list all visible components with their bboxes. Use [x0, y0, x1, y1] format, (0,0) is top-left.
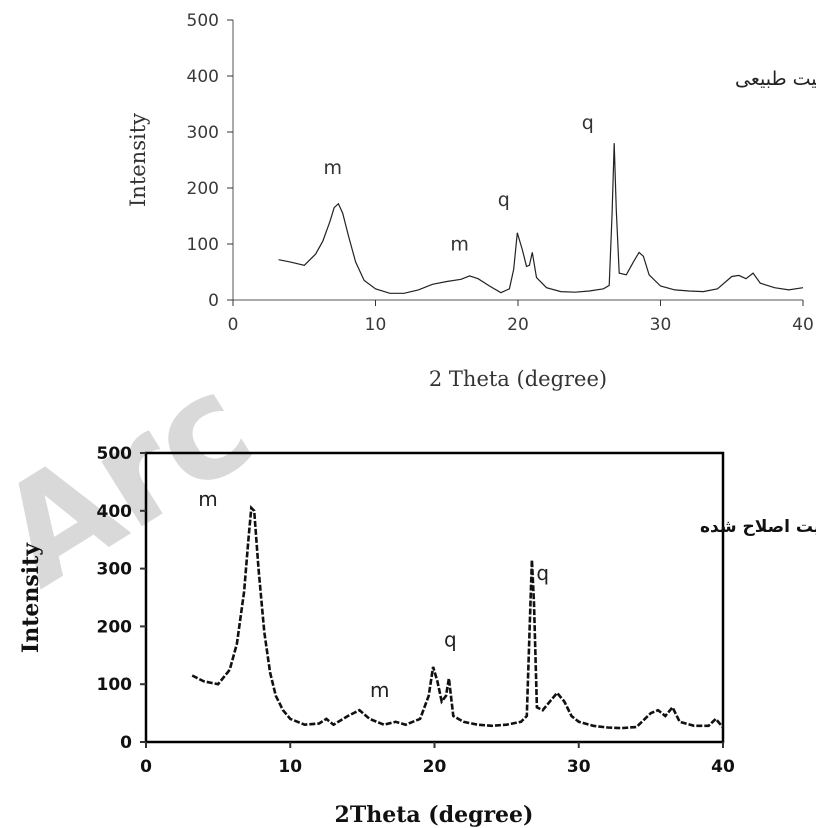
y-tick-label: 200	[187, 179, 219, 199]
sample-annotation: مونت‌موریلونیت طبیعی	[735, 68, 816, 90]
y-tick-label: 500	[187, 11, 219, 31]
y-tick-label: 100	[187, 235, 219, 255]
x-tick-label: 40	[711, 757, 735, 777]
xrd-pattern-line	[278, 143, 804, 294]
y-tick-label: 100	[97, 675, 133, 695]
x-tick-label: 10	[365, 315, 387, 335]
x-tick-label: 0	[228, 315, 239, 335]
y-tick-label: 400	[97, 502, 133, 522]
x-tick-labels: 0 10 20 30 40	[140, 757, 735, 777]
chart-modified-montmorillonite: 0 10 20 30 40 0 100 200 300 400 500 m m q q مونت‌مور…	[18, 444, 816, 828]
y-tick-labels: 0 100 200 300 400 500	[97, 444, 133, 753]
y-tick-label: 200	[97, 617, 133, 637]
x-tick-label: 0	[140, 757, 152, 777]
peak-label-q: q	[582, 112, 594, 134]
x-tick-label: 20	[423, 757, 447, 777]
x-axis-label: 2 Theta (degree)	[429, 367, 607, 391]
peak-labels: m m q q	[198, 487, 549, 702]
y-tick-label: 300	[187, 123, 219, 143]
axes	[140, 452, 724, 748]
plot-area	[233, 20, 803, 300]
peak-label-m: m	[198, 487, 217, 511]
x-tick-labels: 0 10 20 30 40	[228, 315, 814, 335]
y-tick-label: 300	[97, 560, 133, 580]
x-tick-label: 10	[278, 757, 302, 777]
y-axis-label: Intensity	[18, 542, 44, 653]
x-tick-label: 30	[650, 315, 672, 335]
y-tick-label: 400	[187, 67, 219, 87]
axes	[227, 19, 804, 306]
y-tick-labels: 0 100 200 300 400 500	[187, 11, 219, 311]
peak-label-m: m	[370, 678, 389, 702]
y-axis-label: Intensity	[126, 113, 150, 207]
peak-labels: m m q q	[323, 112, 593, 256]
x-axis-label: 2Theta (degree)	[335, 802, 534, 828]
xrd-pattern-line	[191, 505, 724, 730]
y-tick-label: 0	[120, 733, 132, 753]
y-tick-label: 500	[97, 444, 133, 464]
peak-label-q: q	[498, 189, 510, 211]
peak-label-m: m	[450, 234, 469, 256]
peak-label-q: q	[536, 561, 549, 585]
x-tick-label: 30	[567, 757, 591, 777]
chart-natural-montmorillonite: 0 10 20 30 40 0 100 200 300 400 500 m m q q مونت‌مور…	[126, 11, 816, 391]
y-tick-label: 0	[208, 291, 219, 311]
x-tick-label: 40	[792, 315, 814, 335]
peak-label-q: q	[444, 628, 457, 652]
x-tick-label: 20	[507, 315, 529, 335]
peak-label-m: m	[323, 157, 342, 179]
sample-annotation: مونت‌موریلونیت اصلاح شده	[700, 517, 816, 537]
